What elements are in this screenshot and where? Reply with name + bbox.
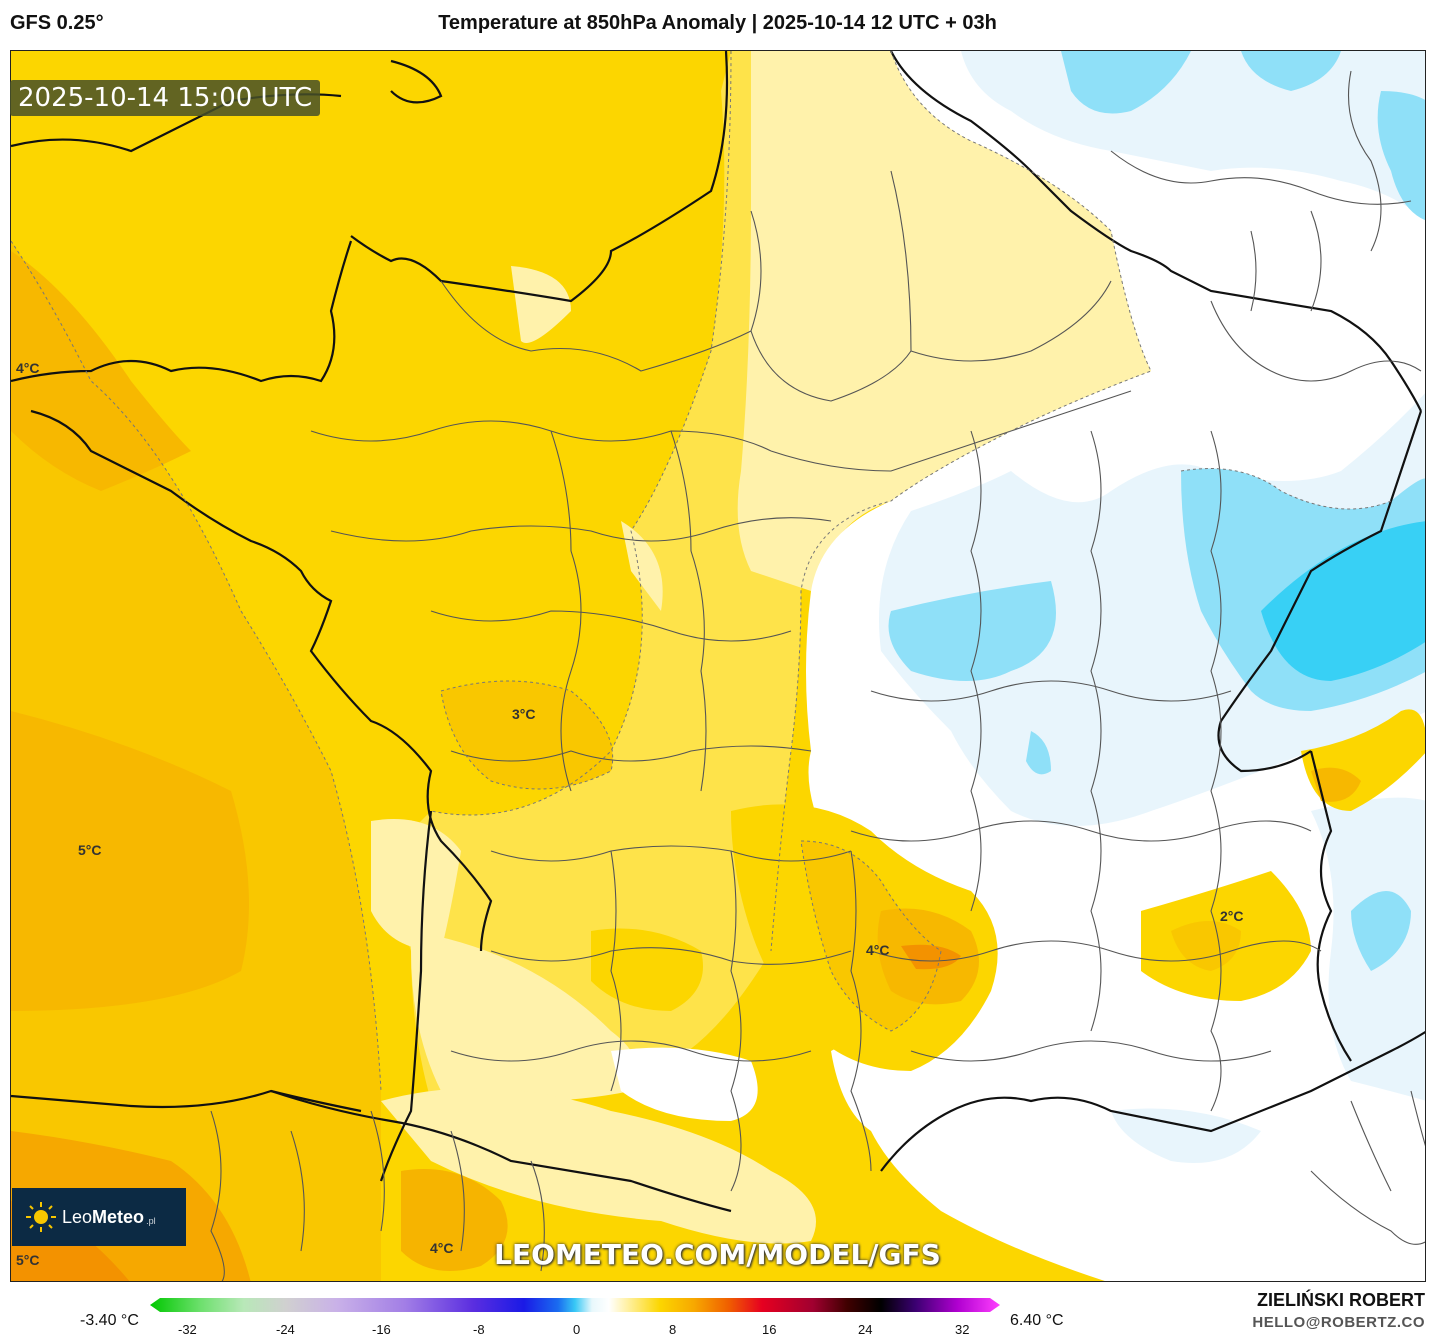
chart-title: Temperature at 850hPa Anomaly | 2025-10-… xyxy=(438,12,997,34)
neutral-patch-southwest xyxy=(611,1047,758,1121)
logo-text-bold: Meteo xyxy=(92,1206,145,1227)
border-northeast xyxy=(890,51,1422,412)
cold-spot-small xyxy=(1026,731,1051,775)
anomaly-contours xyxy=(11,51,1392,1092)
colorbar-tick: 32 xyxy=(955,1322,970,1337)
logo-suffix: .pl xyxy=(146,1216,156,1226)
light-patch-center xyxy=(621,521,663,611)
brittany-warm-core xyxy=(11,251,191,491)
cold-patch-lorraine xyxy=(888,581,1056,681)
region-borders xyxy=(210,70,1425,1281)
colorbar-tick: -32 xyxy=(178,1322,197,1337)
map-label-massif: 4°C xyxy=(866,942,890,958)
map-label-spain: 5°C xyxy=(16,1252,40,1268)
coldest-swiss-core xyxy=(1261,521,1425,681)
author-name: ZIELIŃSKI ROBERT xyxy=(1256,1290,1425,1310)
colorbar-tick: 16 xyxy=(762,1322,777,1337)
colorbar-max-label: 6.40 °C xyxy=(1010,1312,1064,1329)
colorbar-tick: -16 xyxy=(372,1322,391,1337)
pyrenees-warm-spot xyxy=(401,1169,508,1271)
map-label-biscay: 5°C xyxy=(78,842,102,858)
warm-hot-spot xyxy=(901,944,961,970)
colorbar-tick: 0 xyxy=(573,1322,581,1337)
model-name: GFS 0.25° xyxy=(10,12,104,34)
map-label-pyrenees: 4°C xyxy=(430,1240,454,1256)
colorbar-tick: 24 xyxy=(858,1322,873,1337)
border-italy xyxy=(1309,750,1352,1062)
logo-text-light: Leo xyxy=(62,1206,93,1227)
site-watermark: LEOMETEO.COM/MODEL/GFS xyxy=(494,1238,941,1271)
map-label-provence: 2°C xyxy=(1220,908,1244,924)
warm-core-2c xyxy=(1171,921,1241,971)
atlantic-warm-zone xyxy=(11,241,381,1281)
valid-time-badge: 2025-10-14 15:00 UTC xyxy=(10,80,321,116)
cold-patch-alps-south xyxy=(1351,891,1411,971)
light-band-north xyxy=(737,51,1151,591)
coastline-mediterranean xyxy=(880,1030,1425,1172)
map-label-brittany: 4°C xyxy=(16,360,40,376)
light-patch-southwest xyxy=(411,931,638,1101)
leometeo-logo: Leo Meteo .pl xyxy=(12,1188,186,1246)
coastline-atlantic xyxy=(11,240,493,1182)
cold-patch-northeast xyxy=(1377,91,1425,221)
border-pyrenees xyxy=(270,1089,732,1213)
author-email: HELLO@ROBERTZ.CO xyxy=(1252,1314,1425,1331)
colorbar-tick: 8 xyxy=(669,1322,677,1337)
biscay-warm-core xyxy=(11,711,249,1011)
light-patch-gironde xyxy=(371,819,461,951)
coastline-spain-north xyxy=(11,1089,362,1113)
cool-mediterranean xyxy=(1111,1108,1261,1163)
colorbar-tick: -8 xyxy=(473,1322,485,1337)
anomaly-map xyxy=(10,50,1426,1282)
light-patch-normandy xyxy=(511,266,571,343)
map-canvas xyxy=(11,51,1425,1281)
colorbar-min-label: -3.40 °C xyxy=(80,1312,139,1329)
colorbar xyxy=(150,1298,1000,1312)
warm-patch-3c xyxy=(441,681,613,789)
warm-core-alps xyxy=(1311,767,1361,802)
border-switzerland xyxy=(1217,410,1423,773)
cold-patch-north-1 xyxy=(1061,51,1191,114)
sun-icon xyxy=(26,1202,56,1232)
map-label-center: 3°C xyxy=(512,706,536,722)
colorbar-tick: -24 xyxy=(276,1322,295,1337)
cold-patch-north-2 xyxy=(1241,51,1341,91)
